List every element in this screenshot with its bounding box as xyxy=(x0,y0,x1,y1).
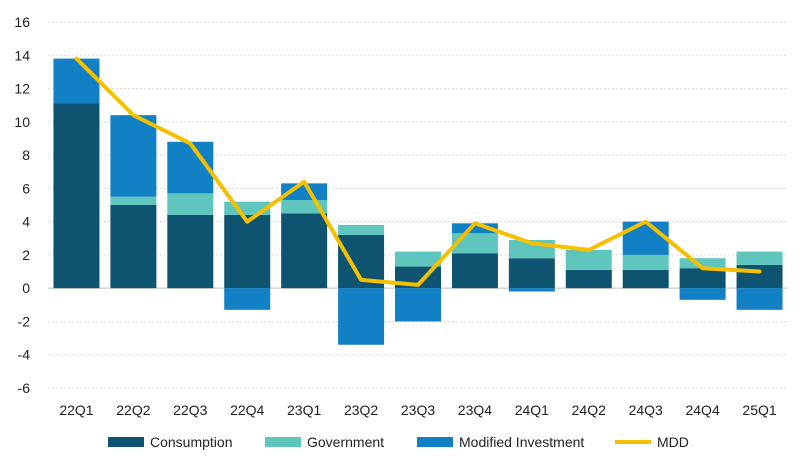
bar-consumption-24Q3 xyxy=(622,269,669,289)
bar-modified-investment-23Q3 xyxy=(395,288,441,322)
y-tick-label: 8 xyxy=(22,147,30,163)
x-tick-label: 22Q3 xyxy=(173,402,207,418)
x-tick-label: 22Q1 xyxy=(59,402,93,418)
x-tick-label: 24Q3 xyxy=(629,402,663,418)
bar-government-24Q3 xyxy=(622,254,669,270)
bar-consumption-24Q4 xyxy=(679,268,726,289)
bar-consumption-23Q4 xyxy=(451,253,498,289)
x-tick-label: 23Q1 xyxy=(287,402,321,418)
x-tick-label: 25Q1 xyxy=(742,402,776,418)
bar-consumption-22Q2 xyxy=(110,205,157,289)
bar-modified-investment-23Q2 xyxy=(338,288,385,345)
legend-label-consumption: Consumption xyxy=(150,434,233,450)
y-tick-label: 12 xyxy=(14,81,30,97)
y-tick-label: 4 xyxy=(22,214,30,230)
mdd-line-layer xyxy=(74,56,762,287)
bar-consumption-22Q1 xyxy=(53,103,100,289)
bar-consumption-23Q1 xyxy=(281,213,328,289)
y-tick-label: 16 xyxy=(14,14,30,30)
legend-label-modified-investment: Modified Investment xyxy=(459,434,584,450)
bars xyxy=(53,58,783,345)
bar-consumption-22Q4 xyxy=(224,214,271,289)
x-tick-label: 23Q4 xyxy=(458,402,492,418)
bar-modified-investment-22Q2 xyxy=(110,115,157,197)
legend: Consumption Government Modified Investment… xyxy=(108,434,689,450)
y-tick-label: 0 xyxy=(22,280,30,296)
legend-label-government: Government xyxy=(307,434,384,450)
y-tick-label: -2 xyxy=(18,313,31,329)
bar-government-24Q4 xyxy=(679,258,726,269)
bar-modified-investment-25Q1 xyxy=(736,288,783,310)
bar-modified-investment-22Q1 xyxy=(53,58,100,104)
x-tick-label: 22Q2 xyxy=(116,402,150,418)
bar-government-25Q1 xyxy=(736,251,783,265)
legend-swatch-consumption xyxy=(108,437,144,447)
x-tick-label: 24Q1 xyxy=(515,402,549,418)
bar-government-24Q2 xyxy=(565,249,612,270)
bar-modified-investment-22Q4 xyxy=(224,288,271,310)
legend-swatch-government xyxy=(265,437,301,447)
y-tick-label: 14 xyxy=(14,47,30,63)
bar-modified-investment-23Q4 xyxy=(451,223,498,234)
y-axis: -6 -4 -2 0 2 4 6 8 10 12 14 16 xyxy=(14,14,30,396)
bar-government-23Q3 xyxy=(395,251,441,267)
y-tick-label: 6 xyxy=(22,180,30,196)
y-tick-label: -4 xyxy=(18,347,31,363)
x-tick-label: 23Q2 xyxy=(344,402,378,418)
bar-consumption-22Q3 xyxy=(167,214,214,289)
bar-government-22Q2 xyxy=(110,196,157,205)
bar-modified-investment-24Q1 xyxy=(508,288,555,292)
bar-government-23Q2 xyxy=(338,224,385,235)
bar-consumption-24Q2 xyxy=(565,269,612,289)
bar-consumption-25Q1 xyxy=(736,264,783,289)
bar-modified-investment-24Q3 xyxy=(622,221,669,255)
bar-consumption-24Q1 xyxy=(508,258,555,289)
x-tick-label: 23Q3 xyxy=(401,402,435,418)
y-tick-label: 2 xyxy=(22,247,30,263)
x-tick-label: 24Q2 xyxy=(572,402,606,418)
x-tick-label: 24Q4 xyxy=(685,402,719,418)
x-tick-label: 22Q4 xyxy=(230,402,264,418)
bar-government-22Q3 xyxy=(167,193,214,215)
bar-modified-investment-24Q4 xyxy=(679,288,726,300)
legend-label-mdd: MDD xyxy=(657,434,689,450)
x-axis: 22Q1 22Q2 22Q3 22Q4 23Q1 23Q2 23Q3 23Q4 24Q1 24Q2… xyxy=(59,402,777,418)
grid-lines xyxy=(48,21,788,389)
legend-swatch-modified-investment xyxy=(417,437,453,447)
y-tick-label: -6 xyxy=(18,380,31,396)
y-tick-label: 10 xyxy=(14,114,30,130)
